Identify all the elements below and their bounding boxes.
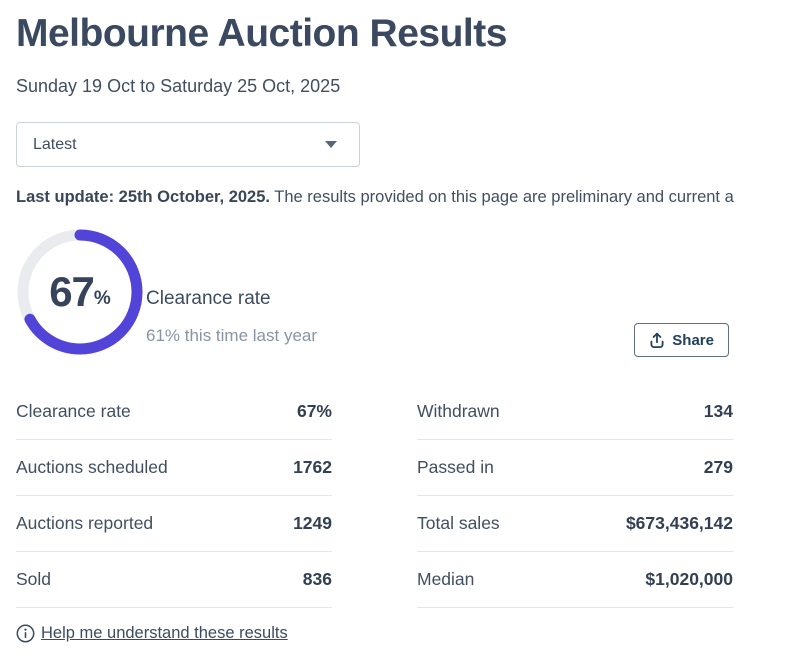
clearance-hero: 67 % Clearance rate 61% this time last y… [16, 228, 804, 357]
stat-label: Median [417, 569, 475, 589]
chevron-down-icon [325, 141, 337, 148]
stat-label: Clearance rate [16, 401, 131, 421]
stat-value: $1,020,000 [645, 569, 733, 589]
stat-label: Passed in [417, 457, 494, 477]
auction-results-page: Melbourne Auction Results Sunday 19 Oct … [0, 12, 804, 671]
stat-label: Total sales [417, 513, 500, 533]
stat-label: Auctions reported [16, 513, 154, 533]
share-button-label: Share [672, 331, 714, 349]
page-title: Melbourne Auction Results [16, 12, 507, 55]
clearance-donut-chart: 67 % [16, 228, 144, 356]
stat-value: 1762 [293, 457, 332, 477]
stat-value: 67% [296, 401, 332, 421]
share-icon [650, 332, 664, 348]
stat-value: $673,436,142 [625, 513, 733, 533]
period-select[interactable]: Latest [16, 122, 360, 167]
stat-row-median: Median $1,020,000 [417, 552, 733, 608]
donut-center-value: 67 % [16, 228, 144, 356]
clearance-text-block: Clearance rate 61% this time last year [146, 288, 317, 346]
stats-table: Clearance rate 67% Auctions scheduled 17… [16, 384, 733, 608]
help-row: Help me understand these results [16, 624, 804, 643]
stat-label: Auctions scheduled [16, 457, 168, 477]
clearance-percent-sign: % [93, 288, 111, 309]
stat-value: 836 [302, 569, 332, 589]
stats-column-left: Clearance rate 67% Auctions scheduled 17… [16, 384, 332, 608]
clearance-percent: 67 [49, 268, 95, 315]
stat-row-passed-in: Passed in 279 [417, 440, 733, 496]
clearance-last-year: 61% this time last year [146, 326, 318, 345]
last-update-note: Last update: 25th October, 2025. The res… [16, 188, 804, 207]
clearance-rate-label: Clearance rate [146, 288, 271, 309]
stat-label: Sold [16, 569, 52, 589]
stat-row-auctions-scheduled: Auctions scheduled 1762 [16, 440, 332, 496]
last-update-text: The results provided on this page are pr… [270, 188, 734, 206]
help-link[interactable]: Help me understand these results [41, 624, 288, 642]
donut-progress [17, 229, 143, 355]
date-range: Sunday 19 Oct to Saturday 25 Oct, 2025 [16, 76, 341, 96]
stat-row-sold: Sold 836 [16, 552, 332, 608]
stat-label: Withdrawn [417, 401, 500, 421]
period-select-value: Latest [33, 135, 77, 153]
share-button[interactable]: Share [634, 323, 729, 357]
info-icon [16, 624, 35, 643]
last-update-date: Last update: 25th October, 2025. [16, 188, 270, 206]
stats-column-right: Withdrawn 134 Passed in 279 Total sales … [417, 384, 733, 608]
donut-ring [17, 229, 143, 355]
stat-value: 134 [703, 401, 733, 421]
stat-row-total-sales: Total sales $673,436,142 [417, 496, 733, 552]
stat-row-auctions-reported: Auctions reported 1249 [16, 496, 332, 552]
stat-value: 279 [703, 457, 733, 477]
stat-row-withdrawn: Withdrawn 134 [417, 384, 733, 440]
stat-value: 1249 [293, 513, 332, 533]
stat-row-clearance-rate: Clearance rate 67% [16, 384, 332, 440]
